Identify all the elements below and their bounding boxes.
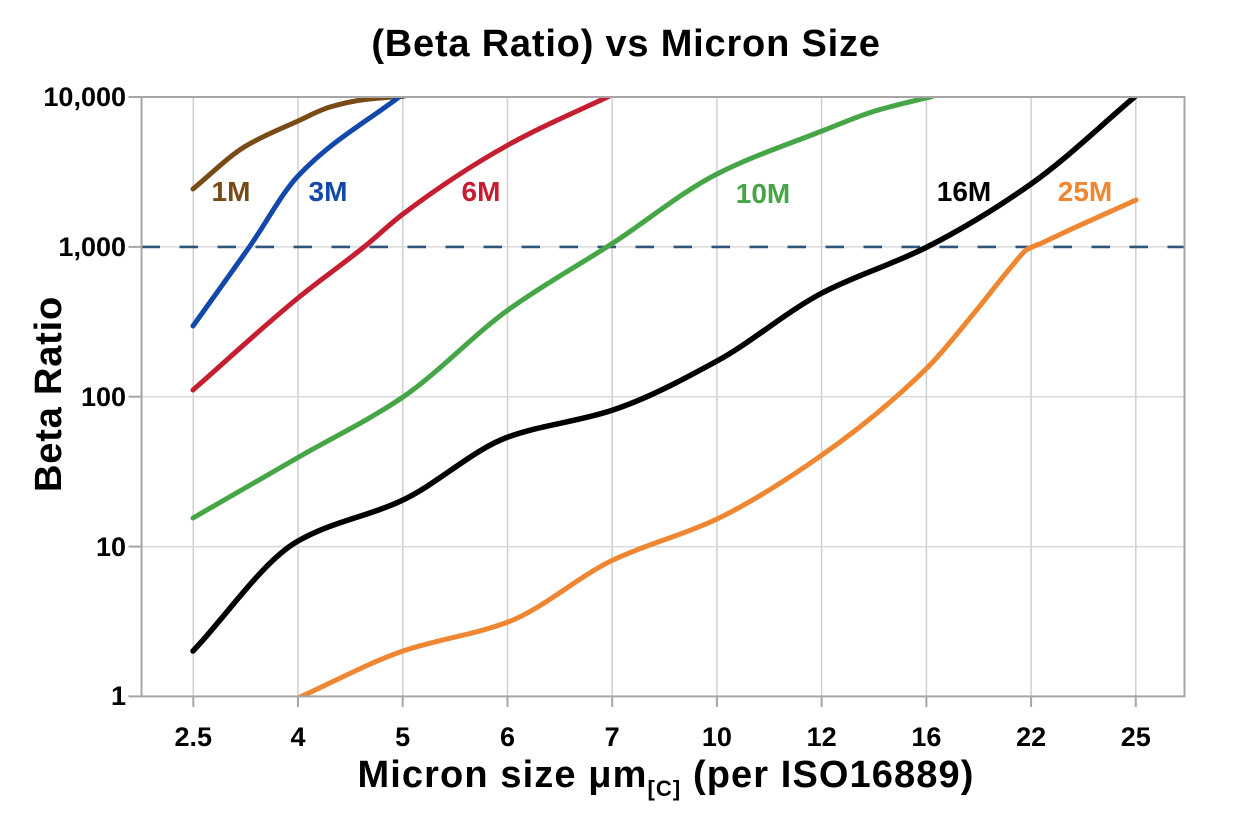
svg-text:12: 12 xyxy=(807,722,837,752)
svg-text:6: 6 xyxy=(500,722,515,752)
svg-text:100: 100 xyxy=(81,382,126,412)
svg-text:10M: 10M xyxy=(736,178,790,209)
svg-text:16: 16 xyxy=(911,722,941,752)
svg-text:1,000: 1,000 xyxy=(58,232,126,262)
svg-text:10: 10 xyxy=(96,532,126,562)
svg-text:5: 5 xyxy=(395,722,410,752)
svg-text:10,000: 10,000 xyxy=(43,82,126,112)
svg-text:4: 4 xyxy=(290,722,305,752)
svg-text:1M: 1M xyxy=(212,176,251,207)
svg-text:10: 10 xyxy=(702,722,732,752)
svg-text:16M: 16M xyxy=(937,176,991,207)
svg-text:2.5: 2.5 xyxy=(175,722,213,752)
svg-text:25M: 25M xyxy=(1058,176,1112,207)
svg-text:25: 25 xyxy=(1121,722,1151,752)
svg-text:6M: 6M xyxy=(462,176,501,207)
svg-text:1: 1 xyxy=(111,681,126,711)
svg-text:22: 22 xyxy=(1016,722,1046,752)
svg-text:3M: 3M xyxy=(309,176,348,207)
svg-text:Beta Ratio: Beta Ratio xyxy=(28,296,70,492)
svg-text:7: 7 xyxy=(605,722,620,752)
svg-text:(Beta Ratio) vs Micron Size: (Beta Ratio) vs Micron Size xyxy=(371,23,880,65)
